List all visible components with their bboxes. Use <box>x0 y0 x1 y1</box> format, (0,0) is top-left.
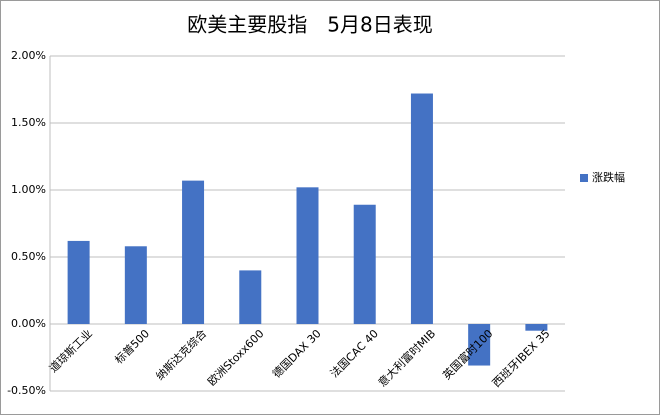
bar <box>239 270 262 324</box>
bar <box>124 246 147 324</box>
legend-label: 涨跌幅 <box>592 170 625 184</box>
bar <box>296 187 319 324</box>
y-tick-label: 1.00% <box>11 183 46 196</box>
bar <box>525 324 548 331</box>
bar <box>67 240 90 324</box>
y-tick-label: 0.50% <box>11 250 46 263</box>
bar <box>410 93 433 325</box>
bar <box>353 204 376 324</box>
y-tick-label: -0.50% <box>7 384 46 397</box>
bar <box>182 180 205 324</box>
y-tick-label: 1.50% <box>11 116 46 129</box>
legend-swatch <box>580 174 588 182</box>
y-tick-label: 2.00% <box>11 49 46 62</box>
bar <box>468 324 491 366</box>
y-tick-label: 0.00% <box>11 317 46 330</box>
chart-title: 欧美主要股指 5月8日表现 <box>187 13 432 37</box>
